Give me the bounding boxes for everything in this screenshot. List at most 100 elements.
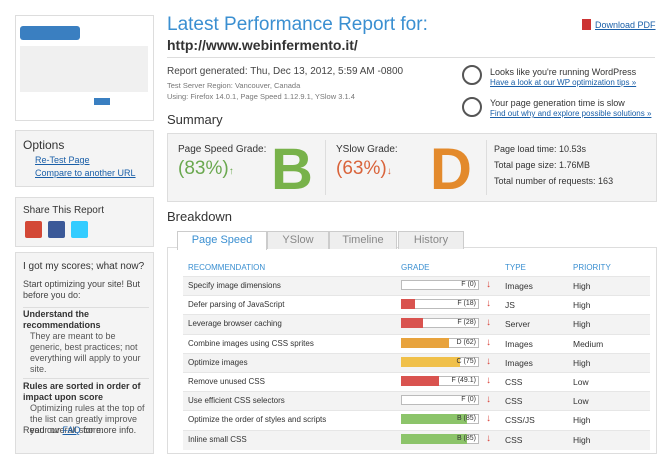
stat: Page load time: 10.53s [494,144,587,154]
grade-bar [401,433,468,444]
rec-type: CSS/JS [505,415,535,426]
help-item-text: They are meant to be generic, best pract… [30,331,141,374]
region: Test Server Region: Vancouver, Canada [167,81,301,90]
grade-bar [401,337,450,348]
grade-track [401,395,479,406]
trend: ↓ [486,279,491,290]
trend: ↓ [486,394,491,406]
options-box: Options Re-Test Page Compare to another … [15,130,154,187]
grade-label: C (75) [456,357,476,365]
grade-score: (63%)↓ [336,158,392,180]
trend: ↓ [486,375,491,386]
breakdown-title: Breakdown [167,209,233,224]
rec-name: Defer parsing of JavaScript [188,300,285,310]
gplus-icon[interactable] [25,221,42,238]
share-box: Share This Report [15,197,154,247]
help-item-text: Optimizing rules at the top of the list … [30,403,145,435]
rec-priority: High [573,434,591,445]
grade-label: F (18) [457,300,476,308]
wordpress-icon [462,65,482,85]
grade-label: F (0) [461,281,476,288]
tab[interactable]: YSlow [267,231,329,249]
grade-bar [401,299,416,310]
help-intro: Start optimizing your site! But before y… [23,279,141,300]
rec-name: Use efficient CSS selectors [188,396,285,406]
rec-type: CSS [505,396,523,407]
summary-box: Page Speed Grade: (83%)↑ B YSlow Grade: … [167,133,657,202]
faq-link[interactable]: FAQ [62,425,81,435]
help-box: I got my scores; what now? Start optimiz… [15,252,154,454]
report-url: http://www.webinfermento.it/ [167,37,358,53]
score: (63%) [336,158,387,179]
trend: ↓ [486,432,491,444]
rec-priority: High [573,415,591,426]
compare-link[interactable]: Compare to another URL [35,168,136,178]
using: Using: Firefox 14.0.1, Page Speed 1.12.9… [167,92,355,101]
grade-letter: B [271,137,313,202]
grade-label: D (62) [456,338,476,346]
facebook-icon[interactable] [48,221,65,238]
footer-text: Read our [23,425,61,435]
grade-bar [401,414,468,425]
note-title: Looks like you're running WordPress [490,67,637,77]
rec-type: Images [505,281,533,291]
pdf-icon[interactable] [582,19,591,30]
help-item: Rules are sorted in order of impact upon… [23,378,149,436]
grade-bar [401,356,460,367]
rec-name: Optimize the order of styles and scripts [188,415,327,425]
trend: ↓ [486,298,491,310]
summary-title: Summary [167,112,223,127]
tab[interactable]: History [398,231,464,249]
stat: Total number of requests: 163 [494,176,614,186]
rec-priority: High [573,319,591,330]
trend: ↓ [386,166,392,177]
help-footer: Read our FAQ for more info. [23,425,136,435]
share-title: Share This Report [23,205,104,216]
rec-name: Optimize images [188,357,248,367]
rec-type: Images [505,338,533,349]
grade-label: B (85) [456,415,476,423]
rec-priority: Low [573,377,589,387]
help-list: Understand the recommendations They are m… [23,307,149,436]
grade-label: F (28) [457,319,476,327]
col-header: TYPE [505,263,526,272]
thumbnail [15,15,154,121]
help-item: Understand the recommendations They are m… [23,307,149,375]
trend: ↑ [228,166,234,177]
rec-name: Specify image dimensions [188,281,281,290]
grade-label: YSlow Grade: [336,144,398,155]
options-title: Options [23,138,65,152]
trend: ↓ [486,336,491,348]
stat: Total page size: 1.76MB [494,160,591,170]
clock-icon [462,97,482,117]
twitter-icon[interactable] [71,221,88,238]
rec-priority: High [573,357,591,368]
rec-priority: Medium [573,338,604,349]
footer-text: for more info. [83,425,137,435]
rec-type: Images [505,357,533,368]
report-title: Latest Performance Report for: [167,14,428,35]
thumb-button [94,98,110,105]
grade-track [401,280,479,290]
note-link[interactable]: Have a look at our WP optimization tips … [490,78,637,87]
trend: ↓ [486,413,491,425]
note-link[interactable]: Find out why and explore possible soluti… [490,109,652,118]
tab[interactable]: Page Speed [177,231,267,250]
rec-name: Combine images using CSS sprites [188,338,314,348]
thumb-logo [20,26,80,40]
grade-score: (83%)↑ [178,158,234,180]
rec-type: CSS [505,377,523,387]
help-item-title: Understand the recommendations [23,309,101,330]
score: (83%) [178,158,229,179]
grade-label: B (85) [456,434,476,442]
col-header: PRIORITY [573,263,611,272]
grade-bar [401,376,440,386]
col-header: GRADE [401,263,430,272]
rec-name: Inline small CSS [188,434,247,444]
retest-link[interactable]: Re-Test Page [35,155,90,165]
download-pdf[interactable]: Download PDF [595,20,656,30]
rec-type: CSS [505,434,523,445]
help-title: I got my scores; what now? [23,261,145,272]
rec-priority: High [573,281,591,291]
tab[interactable]: Timeline [329,231,397,249]
